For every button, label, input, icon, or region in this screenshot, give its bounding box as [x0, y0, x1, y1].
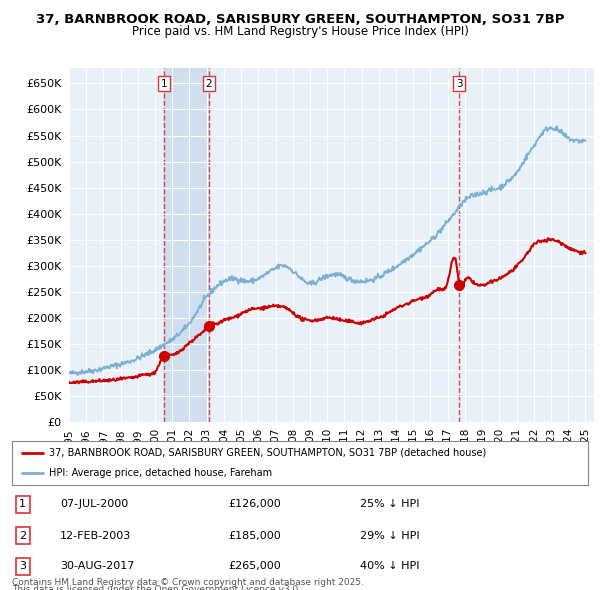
Text: 29% ↓ HPI: 29% ↓ HPI [360, 531, 419, 540]
Text: 3: 3 [19, 562, 26, 571]
Bar [164, 68, 209, 422]
Text: This data is licensed under the Open Government Licence v3.0.: This data is licensed under the Open Gov… [12, 585, 301, 590]
Text: £265,000: £265,000 [228, 562, 281, 571]
Text: Price paid vs. HM Land Registry's House Price Index (HPI): Price paid vs. HM Land Registry's House … [131, 25, 469, 38]
Text: HPI: Average price, detached house, Fareham: HPI: Average price, detached house, Fare… [49, 468, 272, 478]
Text: 2: 2 [19, 531, 26, 540]
Text: 2: 2 [205, 79, 212, 88]
Text: 1: 1 [161, 79, 167, 88]
Text: 37, BARNBROOK ROAD, SARISBURY GREEN, SOUTHAMPTON, SO31 7BP (detached house): 37, BARNBROOK ROAD, SARISBURY GREEN, SOU… [49, 448, 487, 458]
Text: 1: 1 [19, 500, 26, 509]
Text: 07-JUL-2000: 07-JUL-2000 [60, 500, 128, 509]
Text: 40% ↓ HPI: 40% ↓ HPI [360, 562, 419, 571]
Text: 37, BARNBROOK ROAD, SARISBURY GREEN, SOUTHAMPTON, SO31 7BP: 37, BARNBROOK ROAD, SARISBURY GREEN, SOU… [36, 13, 564, 26]
Text: Contains HM Land Registry data © Crown copyright and database right 2025.: Contains HM Land Registry data © Crown c… [12, 578, 364, 587]
Text: £126,000: £126,000 [228, 500, 281, 509]
Text: £185,000: £185,000 [228, 531, 281, 540]
Text: 30-AUG-2017: 30-AUG-2017 [60, 562, 134, 571]
Text: 12-FEB-2003: 12-FEB-2003 [60, 531, 131, 540]
Text: 3: 3 [456, 79, 463, 88]
Text: 25% ↓ HPI: 25% ↓ HPI [360, 500, 419, 509]
